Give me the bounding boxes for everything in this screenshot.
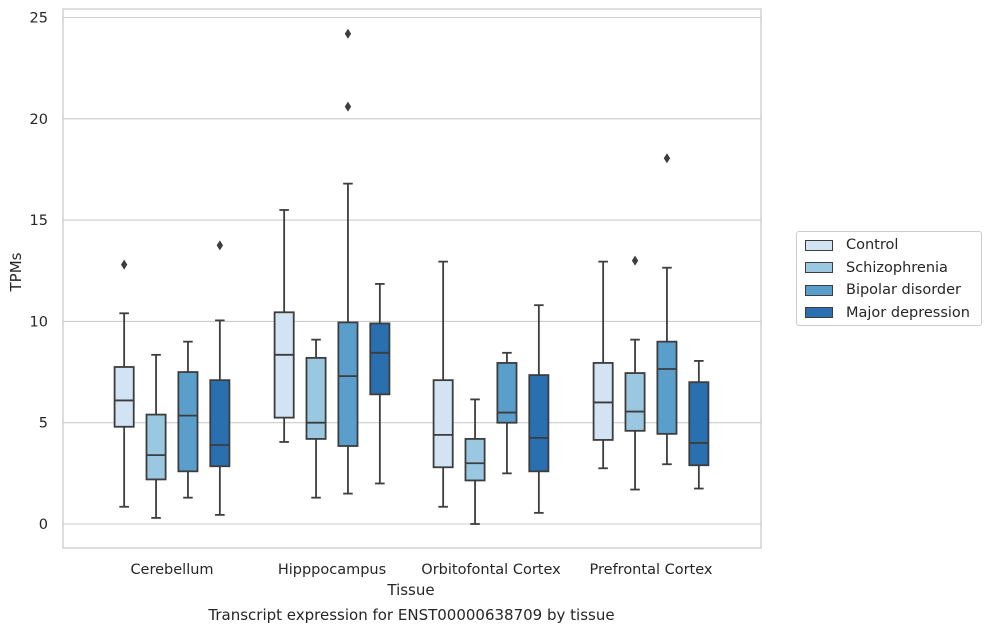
legend: Control Schizophrenia Bipolar disorder Majo… [796,231,982,326]
box-body [496,362,518,424]
box-body [273,311,295,419]
box-3-3 [688,360,710,490]
outlier-point [344,28,352,39]
legend-swatch [805,239,833,251]
box-body [113,366,135,428]
y-tick-label: 10 [30,314,48,330]
box-body [464,438,486,482]
box-3-2 [528,304,550,514]
box-1-2 [464,398,486,525]
legend-item: Major depression [805,304,970,322]
outlier-point [663,153,671,164]
y-tick-label: 5 [39,416,48,432]
y-tick-label: 20 [30,112,48,128]
box-0-3 [592,260,614,470]
box-2-2 [496,351,518,475]
outlier-point [216,240,224,251]
y-tick-label: 15 [30,213,48,229]
legend-label: Major depression [846,304,970,321]
grid-lines [63,16,761,525]
box-body [432,379,454,469]
box-2-0 [177,340,199,499]
box-1-1 [305,338,327,499]
y-tick-labels: 0 5 10 15 20 25 [30,11,48,534]
outlier-point [631,255,639,266]
box-0-2 [432,260,454,508]
legend-item: Schizophrenia [805,259,948,277]
legend-swatch [805,262,833,273]
x-tick-label: Orbitofontal Cortex [421,562,561,578]
x-tick-label: Cerebellum [130,562,213,578]
box-1-0 [145,353,167,519]
legend-label: Schizophrenia [846,259,948,276]
box-body [624,372,646,432]
legend-item: Bipolar disorder [805,281,961,299]
legend-item: Control [805,236,898,254]
box-body [592,362,614,441]
x-tick-label: Prefrontal Cortex [590,562,713,578]
x-tick-labels: Cerebellum Hipppocampus Orbitofontal Corte… [130,562,712,578]
outlier-point [120,259,128,270]
box-layer [113,28,710,525]
box-body [209,379,231,468]
box-2-3 [656,153,678,466]
box-body [528,374,550,473]
y-tick-label: 0 [39,517,48,533]
box-body [369,322,391,396]
chart-caption: Transcript expression for ENST0000063870… [208,606,615,624]
outlier-point [344,101,352,112]
box-3-0 [209,240,231,516]
box-body [688,381,710,467]
box-3-1 [369,283,391,485]
x-axis-label: Tissue [386,581,434,599]
legend-swatch [805,284,833,296]
legend-swatch [805,307,833,318]
box-body [145,413,167,481]
box-1-3 [624,255,646,491]
box-0-0 [113,259,135,508]
box-body [177,371,199,473]
legend-label: Control [846,237,899,253]
box-body [656,340,678,435]
box-body [337,321,359,447]
box-2-1 [337,28,359,495]
box-body [305,356,327,440]
plot-frame [62,8,762,549]
y-axis-label: TPMs [7,252,25,292]
x-tick-label: Hipppocampus [278,562,386,578]
legend-label: Bipolar disorder [846,282,961,298]
y-tick-label: 25 [30,11,48,27]
box-0-1 [273,209,295,443]
